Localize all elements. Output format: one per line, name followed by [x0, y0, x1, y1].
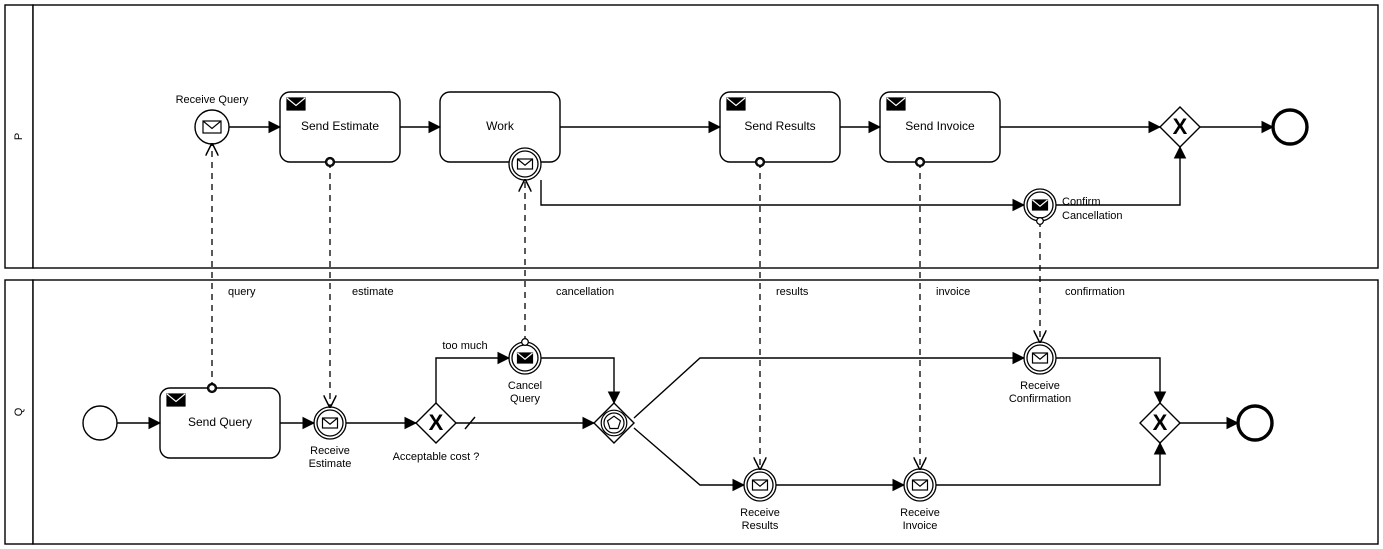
event-label: Results: [742, 520, 779, 532]
start-event: [195, 110, 229, 144]
event-label: Receive: [1020, 380, 1060, 392]
event-label: Receive: [900, 507, 940, 519]
bpmn-diagram: P Q Send Estimate Work Send Results Send Invo…: [0, 0, 1383, 549]
envelope-icon: [167, 394, 185, 406]
event-label: Cancellation: [1062, 210, 1123, 222]
intermediate-event: [509, 342, 541, 374]
message-flow-label: results: [776, 286, 809, 298]
envelope-icon: [287, 98, 305, 110]
task-label: Work: [486, 119, 515, 133]
gateway-marker: X: [1153, 410, 1168, 435]
envelope-icon: [518, 159, 533, 169]
envelope-icon: [1033, 353, 1048, 363]
task-label: Send Results: [744, 119, 815, 133]
envelope-icon: [518, 353, 533, 363]
start-event: [83, 406, 117, 440]
pool-label: P: [13, 133, 25, 140]
gateway-marker: X: [429, 410, 444, 435]
event-label: Confirm: [1062, 196, 1101, 208]
end-event: [1238, 406, 1272, 440]
task-label: Send Query: [188, 415, 252, 429]
message-flow-label: invoice: [936, 286, 970, 298]
intermediate-event: [744, 469, 776, 501]
intermediate-event: [1024, 342, 1056, 374]
event-label: Receive: [310, 445, 350, 457]
pool-label: Q: [13, 407, 25, 416]
event-label: Receive: [740, 507, 780, 519]
intermediate-event: [1024, 189, 1056, 221]
gateway-label: Acceptable cost ?: [393, 451, 480, 463]
intermediate-event: [509, 148, 541, 180]
envelope-icon: [323, 418, 338, 428]
envelope-icon: [1033, 200, 1048, 210]
event-label: Cancel: [508, 380, 542, 392]
envelope-icon: [913, 480, 928, 490]
flow-label: too much: [442, 340, 487, 352]
event-label: Confirmation: [1009, 393, 1071, 405]
message-flow-label: cancellation: [556, 286, 614, 298]
end-event: [1273, 110, 1307, 144]
gateway-marker: X: [1173, 114, 1188, 139]
envelope-icon: [753, 480, 768, 490]
event-label: Query: [510, 393, 540, 405]
event-label: Estimate: [309, 458, 352, 470]
message-flow-label: confirmation: [1065, 286, 1125, 298]
envelope-icon: [727, 98, 745, 110]
task-label: Send Invoice: [905, 119, 975, 133]
message-flow-label: estimate: [352, 286, 394, 298]
envelope-icon: [203, 121, 221, 133]
intermediate-event: [314, 407, 346, 439]
intermediate-event: [904, 469, 936, 501]
task-label: Send Estimate: [301, 119, 379, 133]
message-flow-label: query: [228, 286, 256, 298]
envelope-icon: [887, 98, 905, 110]
event-label: Invoice: [903, 520, 938, 532]
event-label: Receive Query: [176, 94, 249, 106]
